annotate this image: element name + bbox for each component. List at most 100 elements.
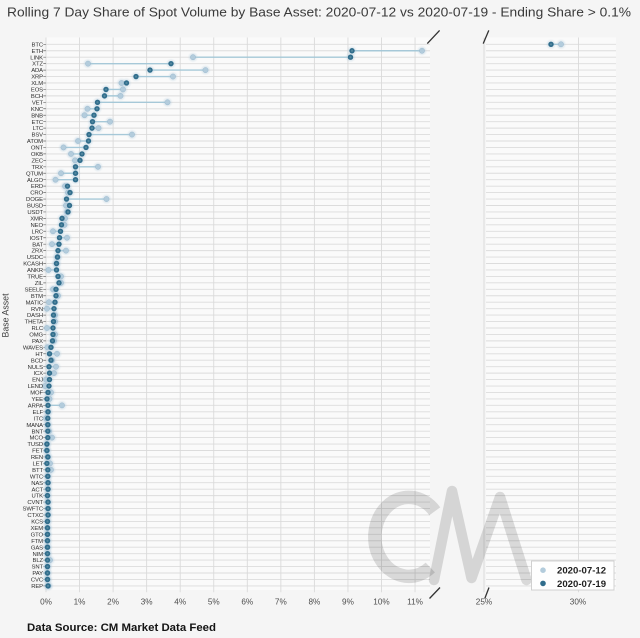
svg-text:MCO: MCO [30,436,44,442]
svg-text:25%: 25% [476,597,492,606]
svg-text:BTM: BTM [31,294,43,300]
svg-text:1%: 1% [74,597,86,606]
svg-text:TUSD: TUSD [27,442,43,448]
svg-text:LEND: LEND [28,384,43,390]
svg-text:ALGO: ALGO [27,178,43,184]
svg-text:ACT: ACT [32,487,44,493]
svg-text:MATIC: MATIC [26,300,44,306]
svg-text:ADA: ADA [31,68,43,74]
svg-text:ETH: ETH [32,49,43,55]
svg-text:YEE: YEE [32,397,44,403]
svg-text:BCH: BCH [31,94,43,100]
svg-text:30%: 30% [570,597,586,606]
svg-text:FET: FET [32,449,43,455]
svg-text:OKB: OKB [31,152,43,158]
svg-text:RLC: RLC [32,326,44,332]
svg-text:CVNT: CVNT [27,500,43,506]
svg-text:BNB: BNB [31,113,43,119]
svg-text:Rolling 7 Day Share of Spot Vo: Rolling 7 Day Share of Spot Volume by Ba… [7,5,631,20]
svg-text:ELF: ELF [32,410,43,416]
svg-text:2%: 2% [107,597,119,606]
svg-text:BCD: BCD [31,358,43,364]
svg-text:ARPA: ARPA [28,403,43,409]
svg-text:FTM: FTM [31,539,43,545]
svg-text:KCASH: KCASH [23,262,43,268]
svg-text:GAS: GAS [31,545,43,551]
svg-text:OMG: OMG [29,333,43,339]
svg-text:RVN: RVN [31,307,43,313]
svg-text:QTUM: QTUM [26,171,43,177]
svg-text:TRX: TRX [32,165,44,171]
svg-text:0%: 0% [40,597,52,606]
svg-text:2020-07-12: 2020-07-12 [557,566,606,577]
svg-text:2020-07-19: 2020-07-19 [557,579,606,590]
svg-text:DOGE: DOGE [26,197,43,203]
svg-text:ITC: ITC [34,416,44,422]
svg-text:10%: 10% [373,597,389,606]
svg-text:CRO: CRO [30,191,43,197]
svg-text:BNT: BNT [32,429,44,435]
svg-text:CVC: CVC [31,578,44,584]
svg-text:PAX: PAX [32,339,43,345]
svg-text:BTT: BTT [32,468,43,474]
svg-text:SWFTC: SWFTC [23,507,44,513]
svg-text:ENJ: ENJ [32,378,43,384]
svg-text:LTC: LTC [33,126,44,132]
svg-text:BSV: BSV [32,133,44,139]
svg-text:VET: VET [32,100,44,106]
svg-text:ZIL: ZIL [35,281,44,287]
svg-text:EOS: EOS [31,88,43,94]
svg-text:ZRX: ZRX [32,249,44,255]
svg-text:WTC: WTC [30,474,44,480]
svg-text:WAVES: WAVES [23,345,43,351]
svg-text:UTK: UTK [32,494,44,500]
svg-text:XMR: XMR [30,216,43,222]
svg-text:BTC: BTC [32,42,44,48]
svg-text:KCS: KCS [31,520,43,526]
svg-text:PAY: PAY [32,571,43,577]
svg-text:XTZ: XTZ [32,62,43,68]
svg-text:USDC: USDC [27,255,44,261]
svg-text:LINK: LINK [30,55,43,61]
svg-text:ERD: ERD [31,184,43,190]
svg-text:9%: 9% [342,597,354,606]
svg-text:XRP: XRP [31,75,43,81]
svg-text:5%: 5% [208,597,220,606]
svg-text:MANA: MANA [26,423,43,429]
svg-text:BAT: BAT [32,242,43,248]
svg-text:BUSD: BUSD [27,204,43,210]
svg-text:LET: LET [32,461,43,467]
svg-text:TRUE: TRUE [27,275,43,281]
svg-text:NULS: NULS [28,365,43,371]
svg-text:Base Asset: Base Asset [1,293,11,338]
svg-text:ANKR: ANKR [27,268,43,274]
svg-text:ONT: ONT [31,146,44,152]
svg-text:ICX: ICX [33,371,43,377]
svg-text:SNT: SNT [32,565,44,571]
svg-text:CTXC: CTXC [27,513,43,519]
svg-text:THETA: THETA [25,320,44,326]
svg-text:NAS: NAS [31,481,43,487]
svg-text:ZEC: ZEC [32,158,44,164]
svg-text:4%: 4% [174,597,186,606]
svg-text:SEELE: SEELE [25,287,44,293]
svg-text:8%: 8% [308,597,320,606]
svg-text:11%: 11% [407,597,423,606]
svg-text:6%: 6% [241,597,253,606]
svg-text:Data Source: CM Market Data Fe: Data Source: CM Market Data Feed [27,622,216,634]
svg-text:IOST: IOST [30,236,44,242]
svg-text:REP: REP [31,584,43,590]
svg-text:XEM: XEM [31,526,44,532]
svg-text:HT: HT [35,352,43,358]
svg-text:REN: REN [31,455,43,461]
svg-text:KNC: KNC [31,107,44,113]
svg-text:MOF: MOF [30,391,43,397]
svg-text:ATOM: ATOM [27,139,43,145]
svg-text:XLM: XLM [31,81,43,87]
svg-text:GTO: GTO [31,532,44,538]
svg-text:ETC: ETC [32,120,44,126]
svg-text:USDT: USDT [27,210,43,216]
svg-text:7%: 7% [275,597,287,606]
svg-text:3%: 3% [141,597,153,606]
svg-text:NIM: NIM [33,552,44,558]
